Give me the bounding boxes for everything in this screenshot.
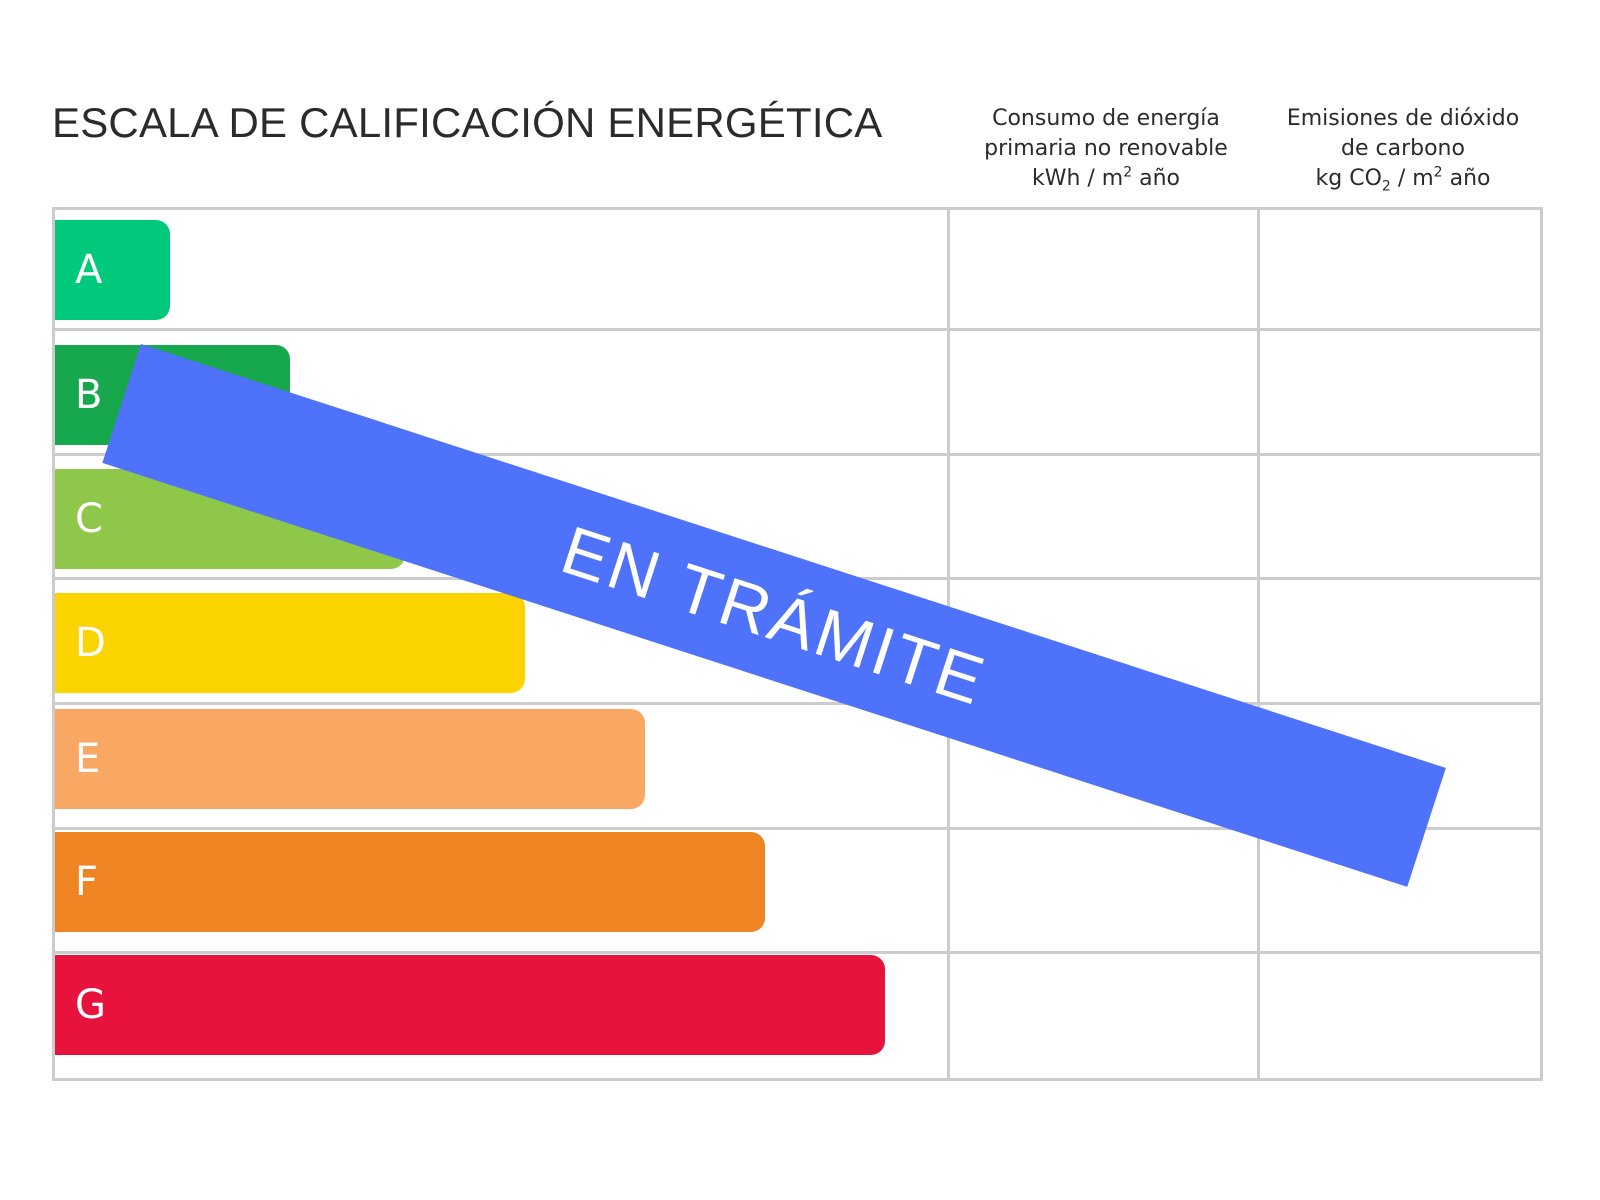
grid-hline — [52, 1078, 1543, 1081]
column-header-line1: Consumo de energía — [992, 106, 1220, 131]
rating-letter-f: F — [75, 859, 99, 905]
grid-hline — [52, 702, 1543, 705]
rating-letter-e: E — [75, 736, 101, 782]
rating-letter-a: A — [75, 247, 103, 293]
column-header-co2-emissions: Emisiones de dióxido de carbono kg CO2 /… — [1262, 104, 1544, 194]
page-title: ESCALA DE CALIFICACIÓN ENERGÉTICA — [52, 99, 883, 146]
rating-bar-e: E — [55, 709, 645, 809]
grid-vline-co2 — [1257, 207, 1260, 1081]
column-header-line2: primaria no renovable — [984, 136, 1228, 161]
grid-hline — [52, 453, 1543, 456]
grid-vline-right — [1540, 207, 1543, 1081]
rating-bar-a: A — [55, 220, 170, 320]
grid-hline — [52, 827, 1543, 830]
column-header-line2: de carbono — [1341, 136, 1465, 161]
grid-vline-left — [52, 207, 55, 1081]
column-header-line1: Emisiones de dióxido — [1286, 106, 1520, 131]
column-header-units: kg CO2 / m2 año — [1315, 164, 1491, 195]
grid-hline — [52, 951, 1543, 954]
column-header-energy-consumption: Consumo de energía primaria no renovable… — [952, 104, 1260, 194]
rating-letter-d: D — [75, 620, 106, 666]
rating-letter-g: G — [75, 982, 106, 1028]
grid-hline — [52, 328, 1543, 331]
rating-bar-d: D — [55, 593, 525, 693]
rating-letter-b: B — [75, 372, 103, 418]
grid-hline — [52, 207, 1543, 210]
rating-letter-c: C — [75, 496, 103, 542]
column-header-units: kWh / m2 año — [1031, 164, 1181, 191]
rating-bar-g: G — [55, 955, 885, 1055]
rating-bar-f: F — [55, 832, 765, 932]
